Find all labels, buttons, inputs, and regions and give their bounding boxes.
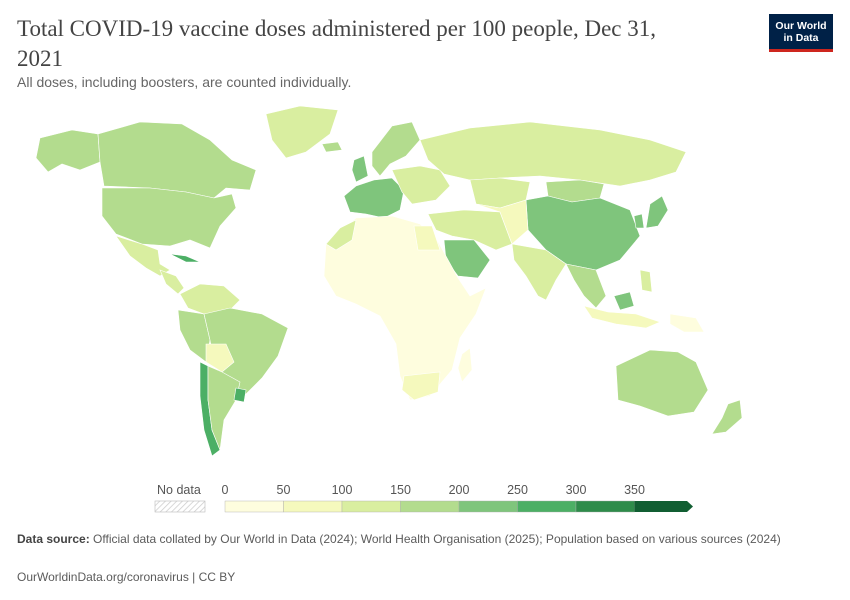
region-greenland[interactable] [265, 105, 339, 159]
region-japan[interactable] [645, 195, 669, 229]
region-korea[interactable] [633, 213, 645, 229]
owid-logo[interactable]: Our World in Data [769, 14, 833, 52]
region-cuba[interactable] [169, 253, 201, 263]
source-text: Official data collated by Our World in D… [93, 532, 781, 546]
footer-link[interactable]: OurWorldinData.org/coronavirus | CC BY [17, 570, 236, 584]
world-map[interactable] [0, 100, 850, 480]
region-eastern-europe[interactable] [391, 165, 451, 205]
world-map-svg[interactable] [0, 100, 850, 480]
region-australia[interactable] [615, 349, 709, 417]
region-western-europe[interactable] [343, 177, 405, 219]
no-data-swatch [154, 500, 206, 513]
region-indonesia[interactable] [583, 305, 661, 329]
region-uruguay[interactable] [233, 387, 247, 403]
legend-bin-150[interactable] [400, 500, 460, 513]
legend-tick-200: 200 [449, 483, 470, 497]
region-india[interactable] [511, 243, 567, 301]
legend-tick-100: 100 [332, 483, 353, 497]
no-data-label: No data [157, 483, 201, 497]
legend-bin-350-plus[interactable] [634, 501, 694, 512]
region-southeast-asia[interactable] [565, 263, 607, 309]
region-bolivia[interactable] [205, 343, 235, 373]
region-morocco[interactable] [325, 219, 357, 251]
logo-line-2: in Data [783, 31, 819, 44]
region-new-zealand[interactable] [711, 399, 743, 435]
legend-tick-150: 150 [390, 483, 411, 497]
legend-bin-250[interactable] [517, 500, 577, 513]
chart-title: Total COVID-19 vaccine doses administere… [17, 16, 657, 71]
region-iceland[interactable] [321, 141, 343, 153]
region-argentina[interactable] [207, 365, 241, 452]
legend-tick-350: 350 [624, 483, 645, 497]
region-madagascar[interactable] [457, 347, 473, 383]
legend-tick-300: 300 [566, 483, 587, 497]
region-central-asia[interactable] [475, 199, 529, 245]
source-label: Data source: [17, 532, 90, 546]
legend-bin-100[interactable] [341, 500, 401, 513]
region-egypt[interactable] [413, 225, 441, 251]
region-malaysia[interactable] [613, 291, 635, 311]
legend-bin-50[interactable] [283, 500, 343, 513]
legend-bin-200[interactable] [458, 500, 518, 513]
region-scandinavia[interactable] [371, 121, 421, 177]
legend-tick-250: 250 [507, 483, 528, 497]
legend-tick-0: 0 [222, 483, 229, 497]
region-united-states[interactable] [101, 187, 237, 249]
region-china[interactable] [525, 195, 641, 271]
color-legend: No data 0 50 100 150 200 250 300 350 [150, 482, 710, 516]
legend-bin-0[interactable] [224, 500, 284, 513]
region-middle-east[interactable] [427, 209, 513, 251]
region-alaska[interactable] [35, 129, 101, 173]
region-central-america[interactable] [159, 269, 185, 295]
region-colombia-venezuela[interactable] [179, 283, 241, 315]
region-united-kingdom[interactable] [351, 155, 369, 183]
logo-line-1: Our World [775, 19, 827, 32]
region-russia[interactable] [419, 121, 687, 187]
chart-subtitle: All doses, including boosters, are count… [17, 74, 352, 90]
legend-bin-300[interactable] [575, 500, 635, 513]
region-south-africa[interactable] [401, 371, 441, 401]
region-mexico[interactable] [115, 235, 171, 277]
region-canada[interactable] [97, 121, 257, 199]
region-philippines[interactable] [639, 269, 653, 293]
source-note: Data source: Official data collated by O… [17, 532, 817, 547]
legend-tick-50: 50 [277, 483, 291, 497]
legend-svg: No data 0 50 100 150 200 250 300 350 [154, 483, 694, 513]
region-papua-new-guinea[interactable] [669, 313, 705, 333]
